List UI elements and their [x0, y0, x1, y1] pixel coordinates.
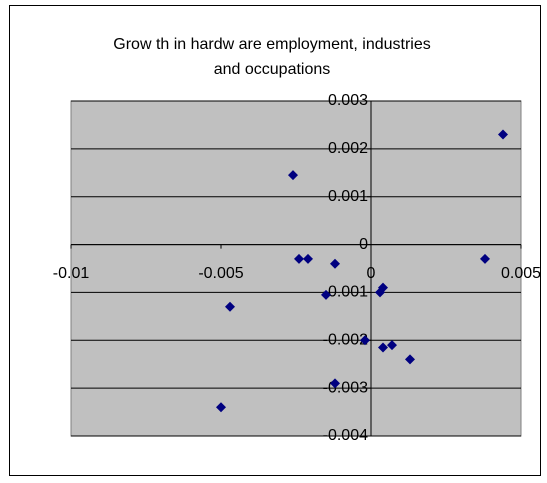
y-tick-label: -0.001: [323, 284, 368, 301]
scatter-point: [225, 301, 235, 312]
scatter-point: [303, 253, 313, 264]
y-tick-label: 0.002: [328, 140, 368, 157]
scatter-point: [330, 258, 340, 269]
scatter-point: [288, 170, 298, 181]
scatter-point: [321, 289, 331, 300]
x-tick-label: -0.005: [198, 265, 243, 282]
scatter-point: [480, 253, 490, 264]
scatter-point: [498, 129, 508, 140]
x-tick-label: 0.005: [501, 265, 541, 282]
scatter-point: [330, 378, 340, 389]
y-tick-label: -0.003: [323, 379, 368, 396]
x-tick-label: -0.01: [53, 265, 90, 282]
scatter-point: [375, 287, 385, 298]
scatter-point: [360, 335, 370, 346]
scatter-point: [378, 342, 388, 353]
plot-area: [70, 100, 522, 437]
chart-title: Grow th in hardw are employment, industr…: [113, 36, 430, 53]
y-tick-label: 0.001: [328, 188, 368, 205]
y-tick-label: -0.002: [323, 332, 368, 349]
scatter-point: [387, 340, 397, 351]
scatter-point: [405, 354, 415, 365]
scatter-point: [216, 402, 226, 413]
y-tick-label: -0.004: [323, 427, 368, 444]
scatter-point: [294, 253, 304, 264]
chart-title: and occupations: [214, 61, 331, 78]
y-tick-label: 0.003: [328, 92, 368, 109]
